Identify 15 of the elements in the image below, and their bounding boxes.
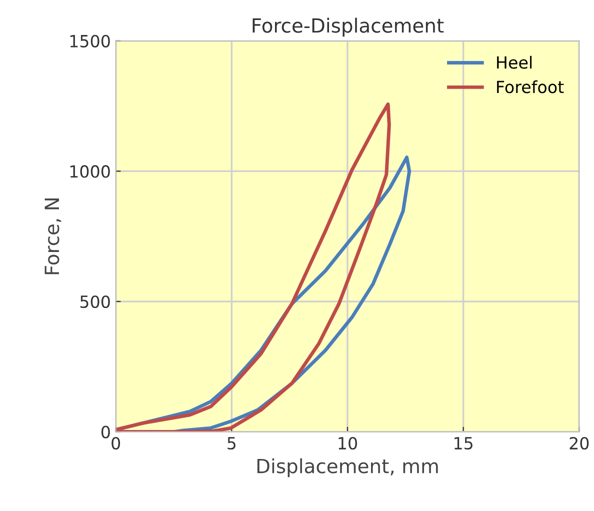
x-tick-label: 20 [570,436,589,450]
x-tick-label: 10 [338,436,357,450]
y-tick-label: 0 [101,426,110,438]
legend-label: Forefoot [497,80,564,94]
y-axis-title: Force, N [44,198,62,274]
x-axis-title: Displacement, mm [257,458,438,478]
line-series [116,102,391,432]
y-tick-label: 500 [80,295,110,308]
x-tick-label: 0 [112,436,120,450]
y-tick-label: 1500 [70,34,110,48]
x-tick-label: 5 [228,437,236,450]
legend-label: Heel [497,56,532,69]
chart-title: Force-Displacement [252,18,444,37]
y-tick-label: 1000 [70,165,110,178]
x-tick-label: 15 [454,437,472,450]
